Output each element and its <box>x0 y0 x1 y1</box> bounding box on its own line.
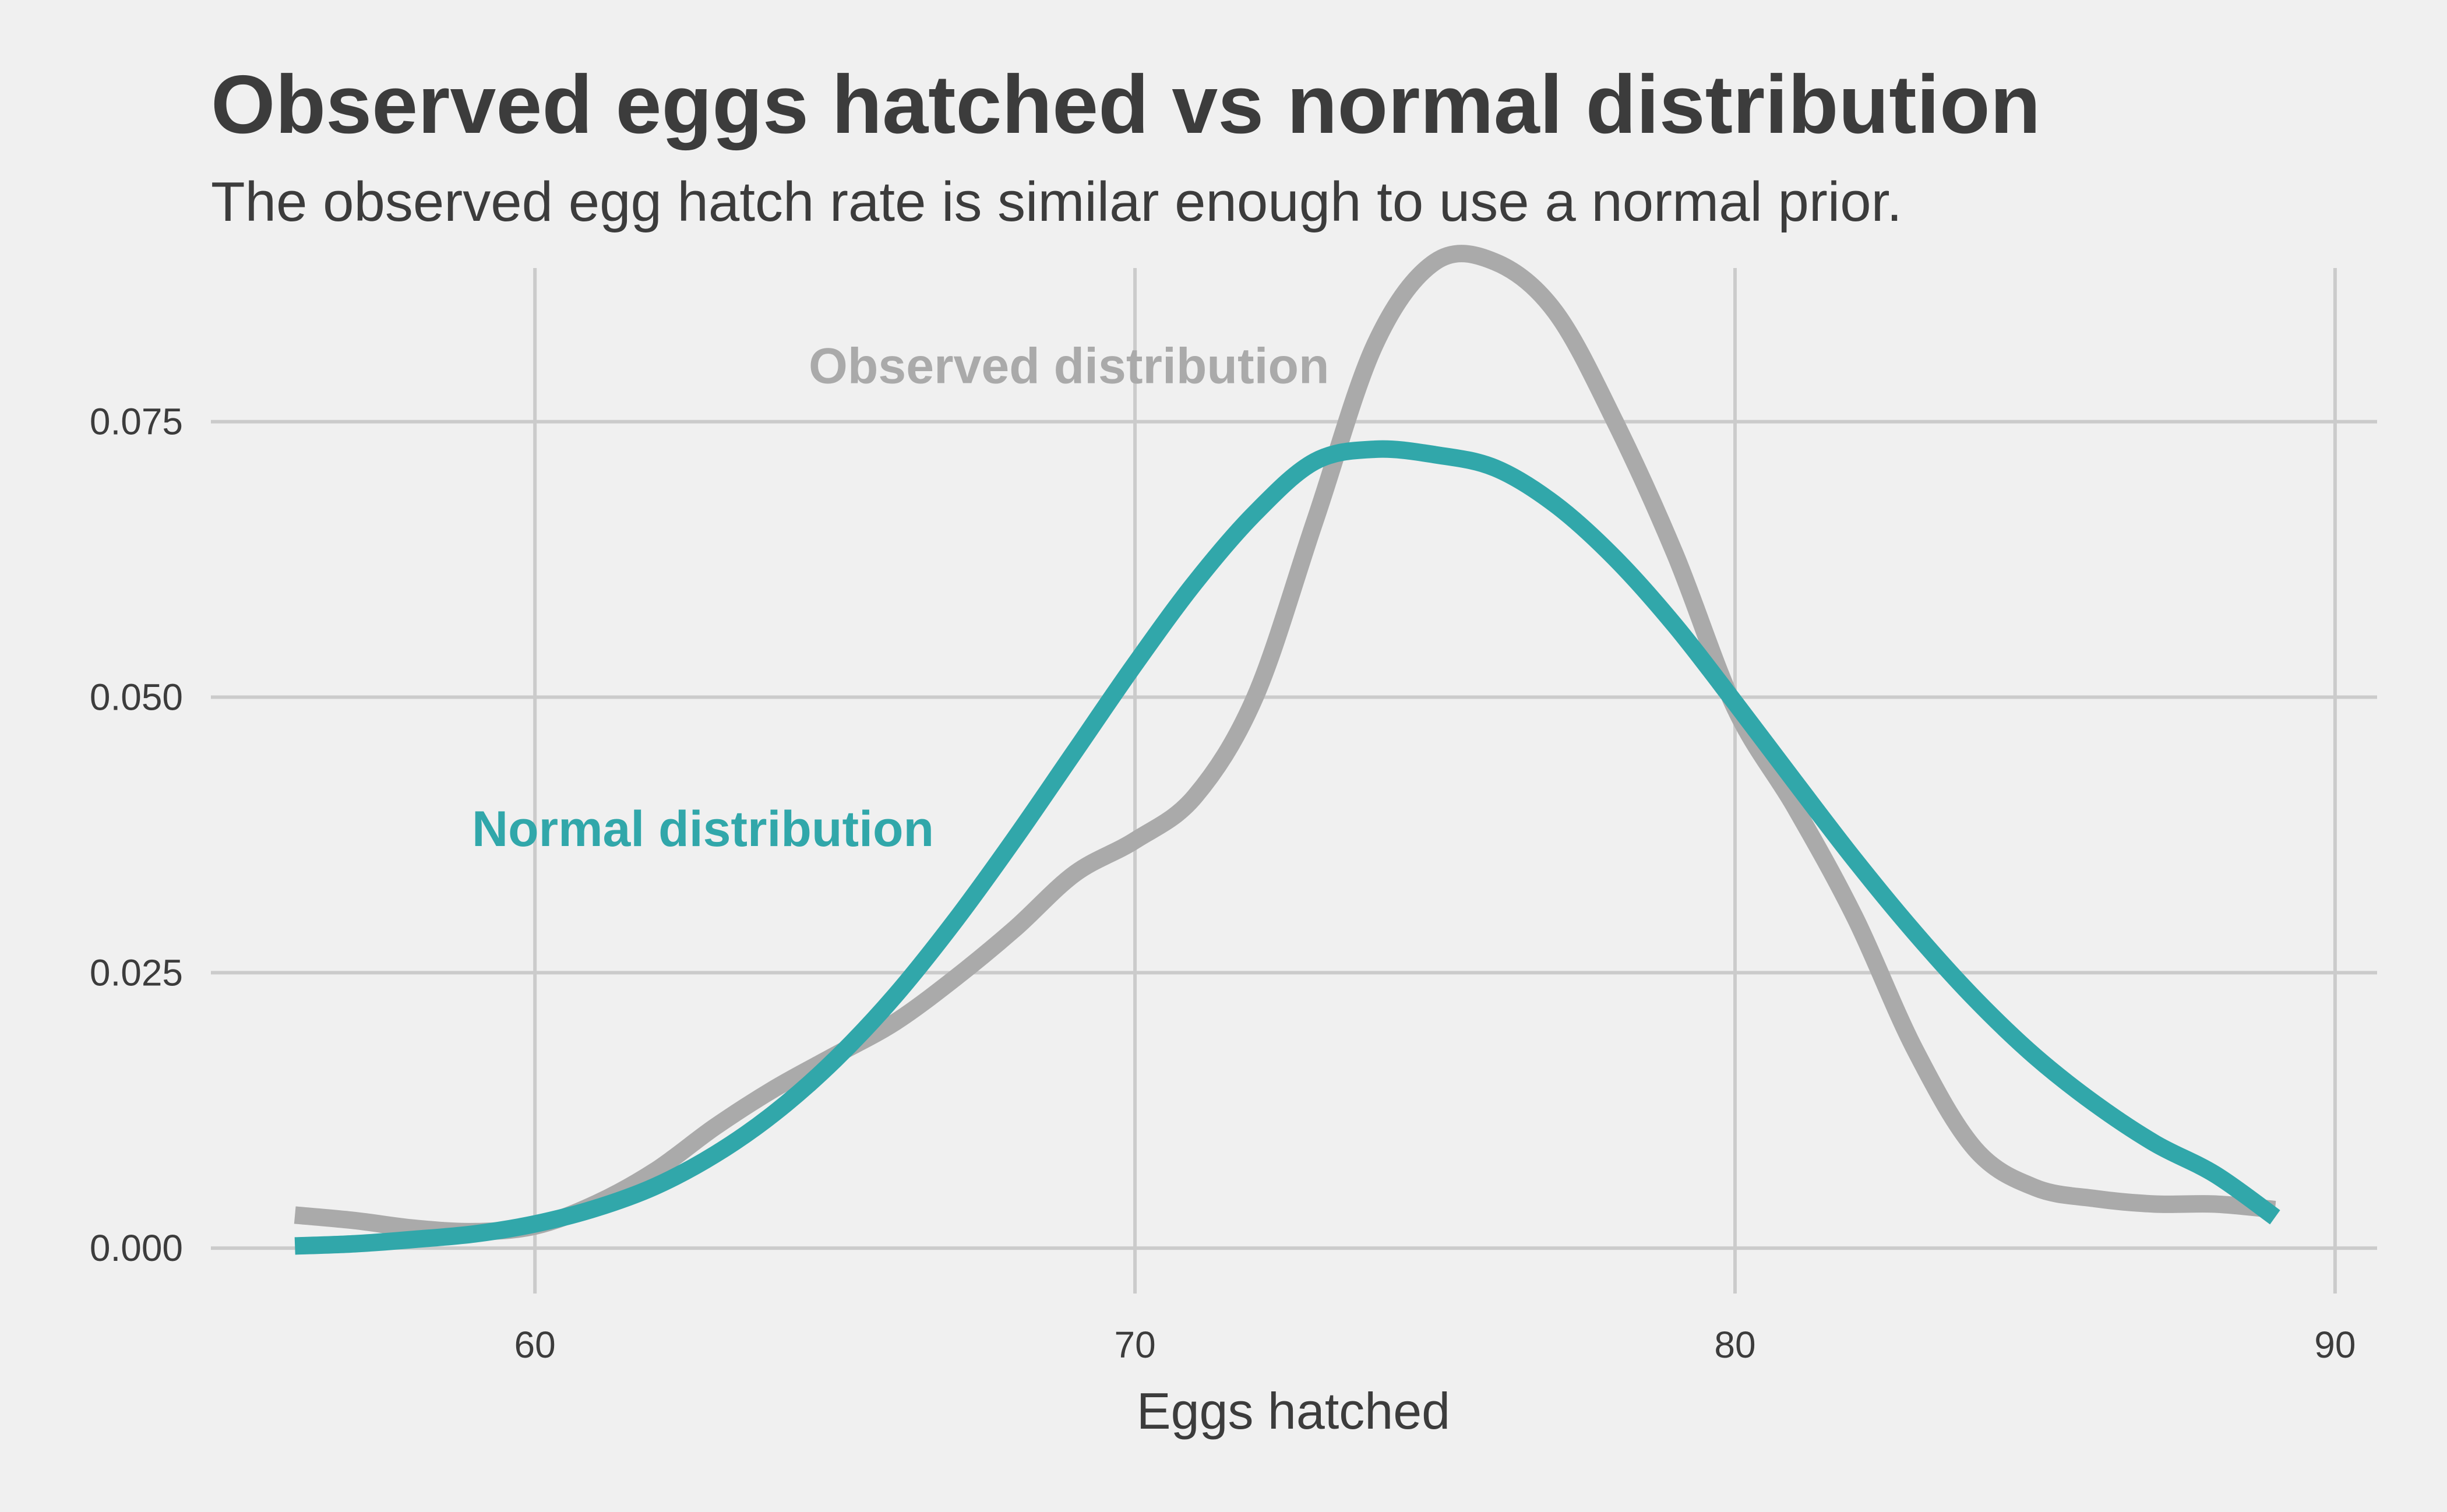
gridlines <box>211 268 2377 1294</box>
chart-subtitle: The observed egg hatch rate is similar e… <box>211 171 1902 233</box>
series-label-normal-distribution: Normal distribution <box>472 801 934 857</box>
x-axis-title: Eggs hatched <box>1137 1382 1450 1440</box>
series-line-observed-distribution <box>294 245 2276 1240</box>
x-tick-label: 60 <box>514 1324 556 1366</box>
y-tick-label: 0.000 <box>90 1227 183 1269</box>
y-tick-label: 0.025 <box>90 951 183 993</box>
x-axis-ticks: 60 70 80 90 <box>514 1324 2356 1366</box>
series-label-observed-distribution: Observed distribution <box>809 339 1330 394</box>
x-tick-label: 90 <box>2314 1324 2356 1366</box>
chart-title: Observed eggs hatched vs normal distribu… <box>211 58 2041 151</box>
series-layer <box>294 245 2280 1255</box>
y-axis-ticks: 0.000 0.025 0.050 0.075 <box>90 401 183 1269</box>
series-line-normal-distribution <box>294 440 2280 1255</box>
x-tick-label: 70 <box>1114 1324 1155 1366</box>
series-labels: Observed distribution Normal distribution <box>472 339 1330 857</box>
y-tick-label: 0.075 <box>90 401 183 443</box>
y-tick-label: 0.050 <box>90 676 183 718</box>
x-tick-label: 80 <box>1714 1324 1755 1366</box>
